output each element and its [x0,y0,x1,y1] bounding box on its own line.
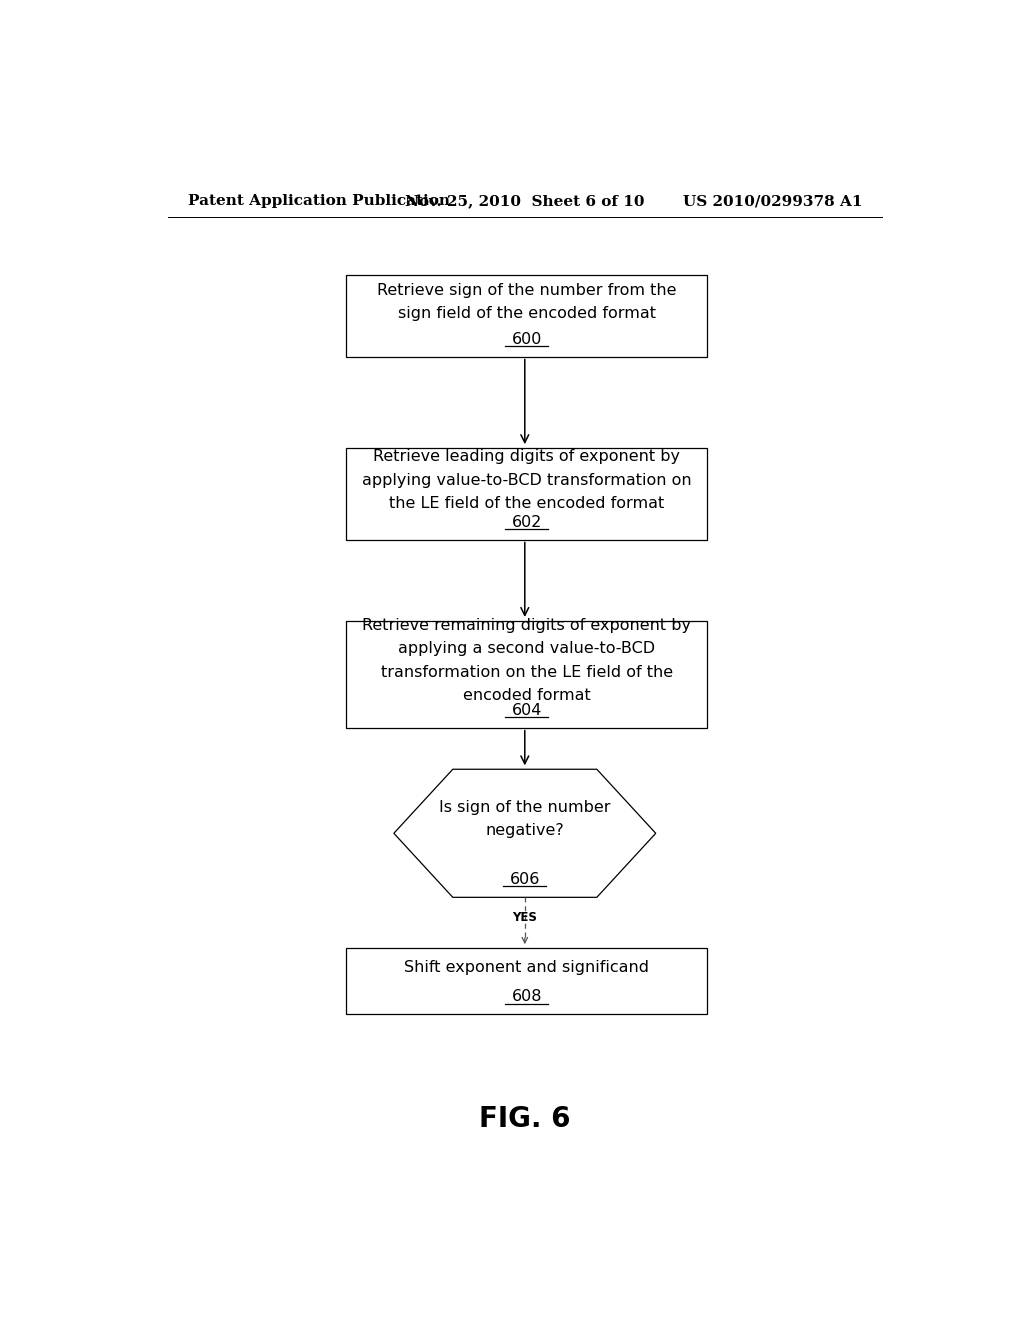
Text: transformation on the LE field of the: transformation on the LE field of the [381,665,673,680]
Text: 604: 604 [512,702,542,718]
FancyBboxPatch shape [346,948,708,1014]
FancyBboxPatch shape [346,276,708,356]
Text: US 2010/0299378 A1: US 2010/0299378 A1 [683,194,862,209]
Text: YES: YES [512,911,538,924]
Text: Patent Application Publication: Patent Application Publication [187,194,450,209]
FancyBboxPatch shape [346,620,708,727]
Text: 600: 600 [512,331,542,347]
Text: 608: 608 [512,990,542,1005]
Text: 606: 606 [510,871,540,887]
Text: 602: 602 [512,515,542,529]
Text: Retrieve sign of the number from the: Retrieve sign of the number from the [377,282,677,298]
Text: Is sign of the number: Is sign of the number [439,800,610,814]
Polygon shape [394,770,655,898]
Text: sign field of the encoded format: sign field of the encoded format [397,306,655,321]
Text: Nov. 25, 2010  Sheet 6 of 10: Nov. 25, 2010 Sheet 6 of 10 [406,194,644,209]
Text: negative?: negative? [485,824,564,838]
Text: the LE field of the encoded format: the LE field of the encoded format [389,496,665,511]
Text: Shift exponent and significand: Shift exponent and significand [404,960,649,975]
Text: FIG. 6: FIG. 6 [479,1105,570,1133]
Text: Retrieve remaining digits of exponent by: Retrieve remaining digits of exponent by [362,618,691,632]
Text: applying a second value-to-BCD: applying a second value-to-BCD [398,642,655,656]
Text: Retrieve leading digits of exponent by: Retrieve leading digits of exponent by [374,449,680,465]
FancyBboxPatch shape [346,447,708,540]
Text: encoded format: encoded format [463,688,591,704]
Text: applying value-to-BCD transformation on: applying value-to-BCD transformation on [361,473,691,487]
